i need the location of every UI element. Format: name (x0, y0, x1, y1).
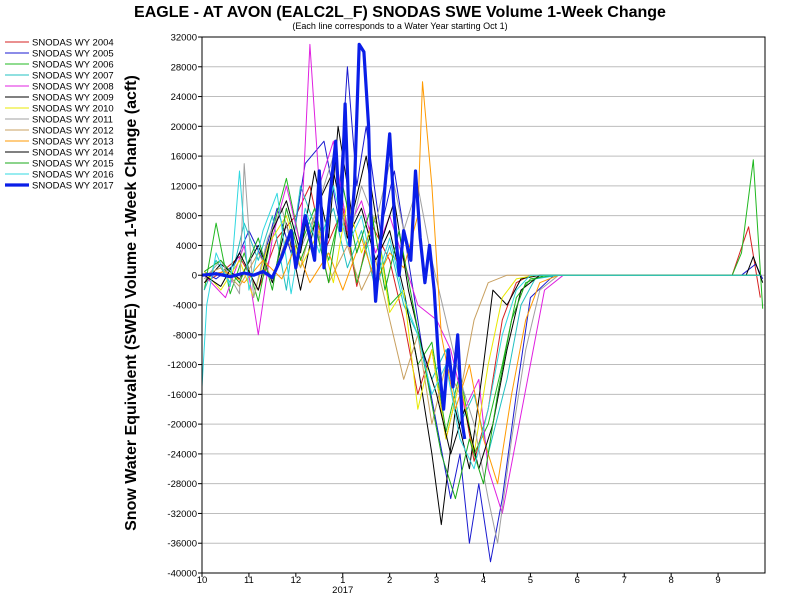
series-line (201, 170, 761, 470)
x-year-label: 2017 (332, 585, 353, 596)
x-tick-label: 2 (387, 575, 392, 586)
y-tick-label: -8000 (173, 330, 197, 341)
legend-label: SNODAS WY 2005 (32, 49, 114, 60)
legend-label: SNODAS WY 2009 (32, 93, 114, 104)
legend-label: SNODAS WY 2008 (32, 82, 114, 93)
x-tick-label: 4 (481, 575, 486, 586)
x-tick-label: 5 (528, 575, 533, 586)
chart-subtitle: (Each line corresponds to a Water Year s… (292, 21, 507, 31)
x-tick-label: 8 (669, 575, 674, 586)
y-tick-label: -4000 (173, 301, 197, 312)
plot-area (201, 36, 766, 574)
series-line (204, 66, 764, 563)
x-tick-label: 7 (622, 575, 627, 586)
y-tick-label: 32000 (171, 33, 197, 44)
x-tick-label: 10 (197, 575, 208, 586)
y-axis: -40000-36000-32000-28000-24000-20000-160… (167, 33, 202, 580)
series-line (203, 200, 761, 455)
legend-label: SNODAS WY 2012 (32, 126, 114, 137)
y-tick-label: -20000 (167, 420, 197, 431)
series-lines (201, 42, 764, 563)
x-tick-label: 1 (340, 575, 345, 586)
series-line (203, 155, 761, 544)
x-tick-label: 11 (244, 575, 254, 586)
y-tick-label: 4000 (176, 241, 197, 252)
y-tick-label: -32000 (167, 509, 197, 520)
y-tick-label: -24000 (167, 449, 197, 460)
y-tick-label: 28000 (171, 62, 197, 73)
series-line (204, 185, 761, 500)
legend-label: SNODAS WY 2016 (32, 170, 114, 181)
x-tick-label: 6 (575, 575, 580, 586)
legend-label: SNODAS WY 2013 (32, 137, 114, 148)
series-line (201, 42, 467, 440)
y-tick-label: -12000 (167, 360, 197, 371)
y-tick-label: 20000 (171, 122, 197, 133)
legend-label: SNODAS WY 2015 (32, 159, 114, 170)
legend-label: SNODAS WY 2014 (32, 148, 114, 159)
y-tick-label: 16000 (171, 152, 197, 163)
x-tick-label: 3 (434, 575, 439, 586)
chart-title: EAGLE - AT AVON (EALC2L_F) SNODAS SWE Vo… (134, 4, 666, 21)
legend-label: SNODAS WY 2017 (32, 181, 114, 192)
y-tick-label: -36000 (167, 539, 197, 550)
y-tick-label: 8000 (176, 211, 197, 222)
x-tick-label: 9 (715, 575, 720, 586)
legend-label: SNODAS WY 2011 (32, 115, 113, 126)
y-tick-label: -28000 (167, 479, 197, 490)
legend-label: SNODAS WY 2006 (32, 60, 114, 71)
x-tick-label: 12 (291, 575, 302, 586)
legend-label: SNODAS WY 2007 (32, 71, 114, 82)
y-tick-label: 0 (192, 271, 197, 282)
legend-label: SNODAS WY 2004 (32, 38, 114, 49)
y-axis-label: Snow Water Equivalent (SWE) Volume 1-Wee… (123, 75, 140, 531)
y-tick-label: -40000 (167, 569, 197, 580)
y-tick-label: 12000 (171, 181, 197, 192)
legend-label: SNODAS WY 2010 (32, 104, 114, 115)
y-tick-label: 24000 (171, 92, 197, 103)
y-tick-label: -16000 (167, 390, 197, 401)
